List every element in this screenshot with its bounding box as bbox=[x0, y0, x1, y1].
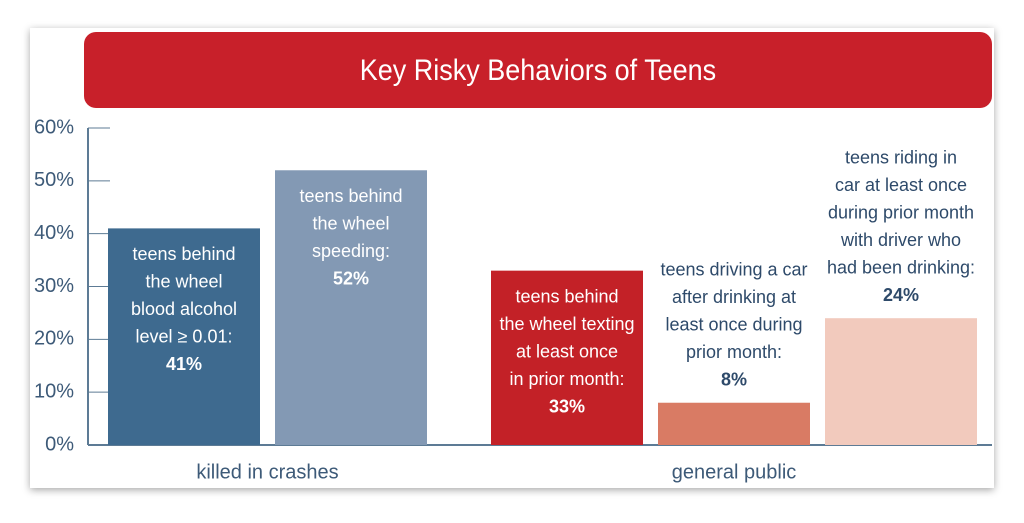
bar-label: the wheel bbox=[312, 214, 389, 234]
y-tick-label: 60% bbox=[34, 116, 74, 138]
bar-label: at least once bbox=[516, 341, 618, 361]
bar-label: after drinking at bbox=[672, 287, 796, 307]
bar-label: teens riding in bbox=[845, 147, 957, 167]
bar bbox=[108, 228, 260, 445]
bar-label: teens behind bbox=[132, 244, 235, 264]
bar-label: teens behind bbox=[515, 286, 618, 306]
bar-label: in prior month: bbox=[509, 369, 624, 389]
y-tick-label: 40% bbox=[34, 222, 74, 244]
bar-label: the wheel bbox=[145, 272, 222, 292]
y-tick-label: 20% bbox=[34, 328, 74, 350]
bar-label: teens behind bbox=[299, 186, 402, 206]
y-tick-label: 10% bbox=[34, 380, 74, 402]
bar-label: prior month: bbox=[686, 342, 782, 362]
bar bbox=[491, 270, 643, 445]
group-label: killed in crashes bbox=[196, 461, 338, 483]
chart-title: Key Risky Behaviors of Teens bbox=[360, 54, 716, 88]
bar-label: teens driving a car bbox=[660, 259, 807, 279]
bar bbox=[275, 170, 427, 445]
value-label: 41% bbox=[166, 354, 202, 374]
bar-label: during prior month bbox=[828, 202, 974, 222]
bar-label: with driver who bbox=[840, 230, 961, 250]
bar-label: car at least once bbox=[835, 175, 967, 195]
bar-label: the wheel texting bbox=[499, 314, 634, 334]
value-label: 8% bbox=[721, 369, 747, 389]
value-label: 52% bbox=[333, 269, 369, 289]
bar-label: had been drinking: bbox=[827, 257, 975, 277]
bar bbox=[658, 402, 810, 445]
y-tick-label: 0% bbox=[45, 433, 74, 455]
value-label: 33% bbox=[549, 396, 585, 416]
value-label: 24% bbox=[883, 285, 919, 305]
group-label: general public bbox=[672, 461, 797, 483]
bar bbox=[825, 318, 977, 445]
bar-label: least once during bbox=[665, 314, 802, 334]
bar-label: blood alcohol bbox=[131, 299, 237, 319]
title-bar bbox=[84, 32, 992, 108]
y-tick-label: 50% bbox=[34, 169, 74, 191]
y-tick-label: 30% bbox=[34, 275, 74, 297]
bar-label: speeding: bbox=[312, 241, 390, 261]
bar-label: level ≥ 0.01: bbox=[136, 327, 233, 347]
